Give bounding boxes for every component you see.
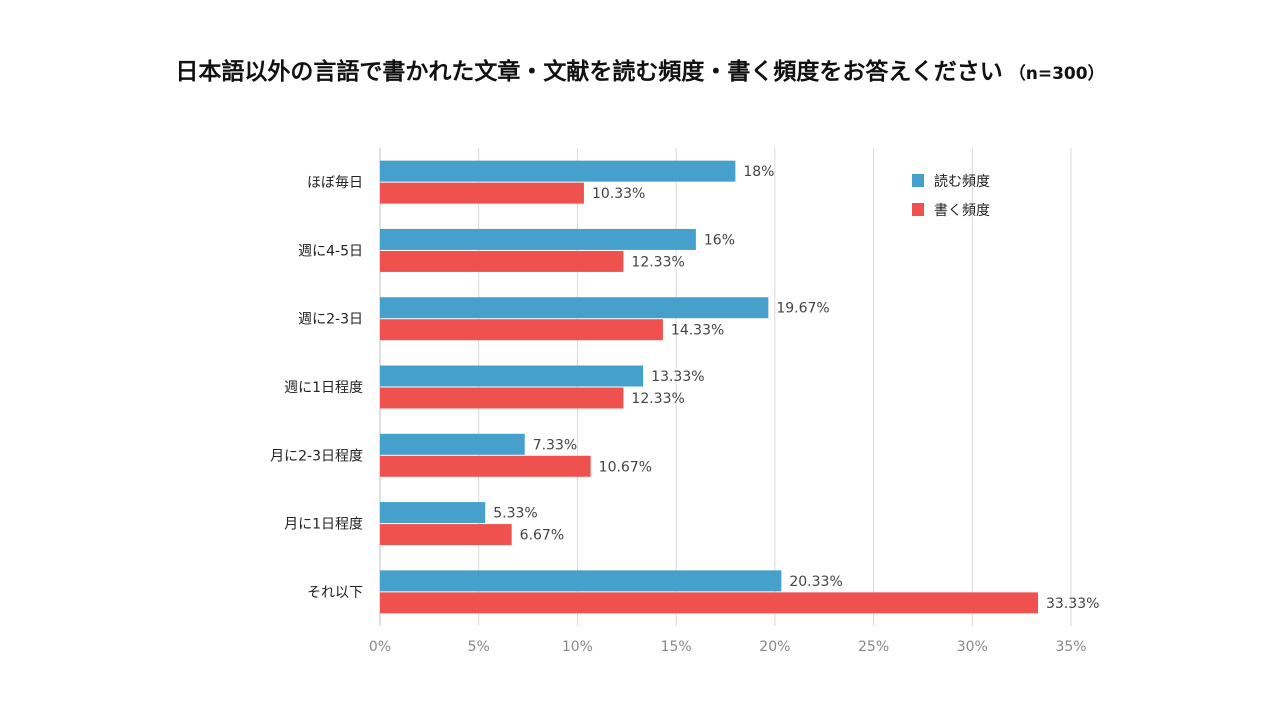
data-label: 13.33% [651,369,704,385]
bar-write [380,250,624,272]
x-tick-label: 0% [369,639,391,655]
data-label: 20.33% [789,574,842,590]
category-label: 月に2-3日程度 [270,448,363,464]
data-label: 12.33% [631,254,684,270]
category-label: 週に2-3日 [298,312,363,328]
category-label: 週に4-5日 [298,243,363,259]
bar-read [380,433,525,455]
bar-write [380,524,512,546]
x-tick-label: 15% [661,639,692,655]
data-label: 19.67% [776,301,829,317]
labels: 0% 5% 10% 15% 20% 25% 30% 35% ほぼ毎日 18% 10.33% 週に4-5… [270,164,1099,655]
data-label: 7.33% [533,437,577,453]
bar-read [380,365,644,387]
bar-write [380,387,624,409]
category-label: 週に1日程度 [284,380,363,396]
legend-swatch-read [912,174,924,187]
chart-subtitle: （n=300） [1008,64,1105,84]
category-label: 月に1日程度 [284,517,363,533]
bar-write [380,319,663,341]
legend-label: 書く頻度 [934,203,990,219]
bar-read [380,228,696,250]
chart-title: 日本語以外の言語で書かれた文章・文献を読む頻度・書く頻度をお答えください （n=3… [0,52,1280,86]
data-label: 16% [704,232,735,248]
x-tick-label: 5% [468,639,490,655]
bar-write [380,182,584,204]
bar-write [380,455,591,477]
bar-write [380,592,1039,614]
data-label: 14.33% [671,323,724,339]
legend-swatch-write [912,203,924,216]
data-label: 33.33% [1046,596,1099,612]
grid-lines [379,148,1072,626]
data-label: 5.33% [493,506,537,522]
data-label: 10.33% [592,186,645,202]
legend-label: 読む頻度 [934,173,990,190]
x-tick-label: 30% [957,639,988,655]
bar-read [380,570,782,592]
category-label: ほぼ毎日 [307,175,363,191]
bar-read [380,297,769,319]
category-label: それ以下 [307,585,363,601]
data-label: 18% [743,164,774,180]
x-tick-label: 35% [1055,639,1086,655]
chart-title-text: 日本語以外の言語で書かれた文章・文献を読む頻度・書く頻度をお答えください [175,59,1003,85]
x-tick-label: 25% [858,639,889,655]
bar-read [380,160,736,182]
bar-read [380,502,486,524]
bars [380,160,1039,614]
data-label: 12.33% [631,391,684,407]
data-label: 10.67% [599,459,652,475]
data-label: 6.67% [520,528,564,544]
x-tick-label: 10% [562,639,593,655]
x-tick-label: 20% [759,639,790,655]
